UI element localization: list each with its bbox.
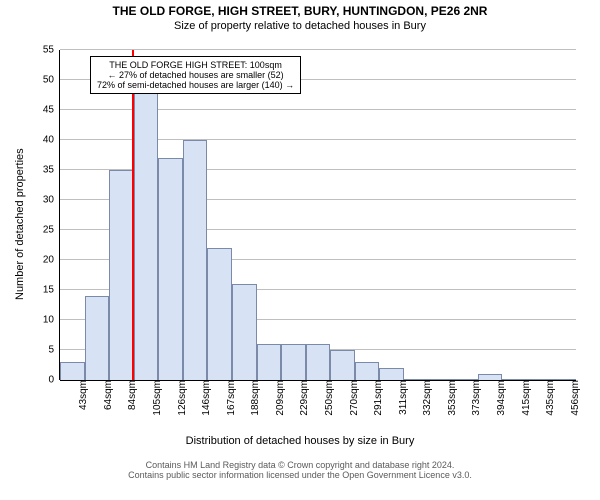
plot-area: 051015202530354045505543sqm64sqm84sqm105… — [60, 50, 576, 380]
y-tick-label: 5 — [48, 345, 60, 356]
x-tick-label: 291sqm — [371, 380, 384, 416]
histogram-bar — [134, 80, 159, 380]
x-tick-label: 373sqm — [469, 380, 482, 416]
x-tick-label: 435sqm — [543, 380, 556, 416]
x-tick-label: 64sqm — [101, 380, 114, 410]
y-tick-label: 35 — [43, 165, 60, 176]
annotation-line3: 72% of semi-detached houses are larger (… — [97, 80, 294, 90]
chart-subtitle: Size of property relative to detached ho… — [0, 18, 600, 32]
x-tick-label: 332sqm — [420, 380, 433, 416]
x-axis-label: Distribution of detached houses by size … — [0, 435, 600, 447]
histogram-bar — [232, 284, 257, 380]
x-tick-label: 456sqm — [568, 380, 581, 416]
x-tick-label: 146sqm — [199, 380, 212, 416]
y-tick-label: 25 — [43, 225, 60, 236]
y-axis-line — [59, 50, 60, 380]
footer-line1: Contains HM Land Registry data © Crown c… — [0, 460, 600, 470]
histogram-bar — [60, 362, 85, 380]
footer-attribution: Contains HM Land Registry data © Crown c… — [0, 460, 600, 480]
y-tick-label: 45 — [43, 105, 60, 116]
property-marker-line — [132, 50, 134, 380]
y-tick-label: 10 — [43, 315, 60, 326]
histogram-bar — [257, 344, 282, 380]
annotation-box: THE OLD FORGE HIGH STREET: 100sqm ← 27% … — [90, 56, 301, 94]
histogram-bar — [207, 248, 232, 380]
chart-title: THE OLD FORGE, HIGH STREET, BURY, HUNTIN… — [0, 0, 600, 18]
y-tick-label: 40 — [43, 135, 60, 146]
histogram-bar — [330, 350, 355, 380]
chart-container: THE OLD FORGE, HIGH STREET, BURY, HUNTIN… — [0, 0, 600, 500]
histogram-bar — [158, 158, 183, 380]
y-tick-label: 30 — [43, 195, 60, 206]
x-tick-label: 250sqm — [322, 380, 335, 416]
histogram-bar — [379, 368, 404, 380]
x-tick-label: 84sqm — [125, 380, 138, 410]
x-tick-label: 229sqm — [297, 380, 310, 416]
footer-line2: Contains public sector information licen… — [0, 470, 600, 480]
annotation-line1: THE OLD FORGE HIGH STREET: 100sqm — [97, 60, 294, 70]
x-tick-label: 270sqm — [347, 380, 360, 416]
y-tick-label: 0 — [48, 375, 60, 386]
histogram-bar — [355, 362, 380, 380]
x-tick-label: 209sqm — [273, 380, 286, 416]
histogram-bar — [109, 170, 134, 380]
annotation-line2: ← 27% of detached houses are smaller (52… — [97, 70, 294, 80]
y-tick-label: 20 — [43, 255, 60, 266]
x-tick-label: 105sqm — [150, 380, 163, 416]
y-axis-label: Number of detached properties — [14, 148, 26, 300]
y-tick-label: 55 — [43, 45, 60, 56]
x-tick-label: 415sqm — [519, 380, 532, 416]
y-tick-label: 15 — [43, 285, 60, 296]
x-tick-label: 167sqm — [224, 380, 237, 416]
y-tick-label: 50 — [43, 75, 60, 86]
histogram-bar — [306, 344, 331, 380]
histogram-bar — [281, 344, 306, 380]
x-tick-label: 353sqm — [445, 380, 458, 416]
histogram-bar — [85, 296, 110, 380]
x-tick-label: 126sqm — [175, 380, 188, 416]
x-tick-label: 311sqm — [396, 380, 409, 415]
histogram-bar — [183, 140, 208, 380]
x-tick-label: 43sqm — [76, 380, 89, 410]
grid-line — [60, 49, 576, 50]
x-tick-label: 394sqm — [494, 380, 507, 416]
x-tick-label: 188sqm — [248, 380, 261, 416]
